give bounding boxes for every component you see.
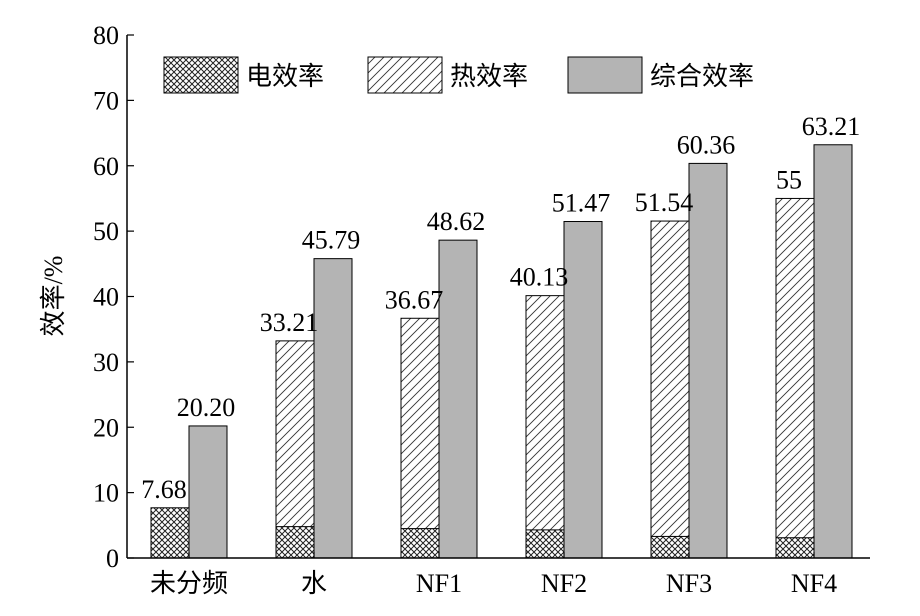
y-tick-label: 50 — [93, 217, 119, 246]
bar-electric-efficiency — [775, 537, 815, 559]
bar-heat-efficiency — [275, 340, 315, 559]
plot-area: 7.68 20.20 未分频 33.21 45.79 水 36.67 48.62 NF1 40.1… — [93, 21, 870, 598]
y-tick-label: 30 — [93, 348, 119, 377]
bar-electric-efficiency — [525, 529, 565, 559]
x-tick-label: NF4 — [791, 569, 837, 598]
data-label-right: 60.36 — [677, 130, 736, 159]
bar-electric-efficiency — [275, 526, 315, 559]
data-label-left: 55 — [776, 165, 802, 194]
bar-electric-efficiency — [150, 507, 190, 559]
y-tick-label: 20 — [93, 413, 119, 442]
bar-heat-efficiency — [400, 317, 440, 559]
data-label-right: 48.62 — [427, 207, 486, 236]
y-tick-label: 70 — [93, 86, 119, 115]
legend-label: 电效率 — [246, 62, 324, 91]
y-axis-label: 效率/% — [39, 256, 68, 337]
bar-heat-efficiency — [525, 295, 565, 559]
bar-total-efficiency — [188, 425, 228, 559]
bar-total-efficiency — [688, 162, 728, 559]
x-tick-label: 水 — [301, 569, 327, 598]
bar-heat-efficiency — [775, 197, 815, 559]
bar-total-efficiency — [313, 258, 353, 559]
data-label-left: 36.67 — [385, 285, 444, 314]
legend-label: 综合效率 — [650, 62, 754, 91]
x-tick-label: NF3 — [666, 569, 712, 598]
y-tick-label: 80 — [93, 21, 119, 50]
legend-label: 热效率 — [450, 62, 528, 91]
bar-electric-efficiency — [400, 528, 440, 559]
y-tick-label: 10 — [93, 479, 119, 508]
bar-total-efficiency — [563, 221, 603, 559]
y-tick-label: 0 — [106, 544, 119, 573]
legend: 电效率 热效率 综合效率 — [163, 56, 754, 94]
data-label-right: 20.20 — [177, 393, 236, 422]
bar-total-efficiency — [438, 239, 478, 559]
x-tick-label: 未分频 — [150, 569, 228, 598]
data-label-right: 63.21 — [802, 112, 861, 141]
data-label-right: 51.47 — [552, 189, 611, 218]
bar-electric-efficiency — [650, 535, 690, 559]
x-tick-label: NF1 — [416, 569, 462, 598]
legend-swatch — [367, 56, 443, 94]
data-label-left: 51.54 — [635, 188, 694, 217]
x-tick-label: NF2 — [541, 569, 587, 598]
legend-swatch — [567, 56, 643, 94]
data-label-right: 45.79 — [302, 226, 361, 255]
y-tick-label: 60 — [93, 152, 119, 181]
legend-swatch — [163, 56, 239, 94]
data-label-left: 40.13 — [510, 263, 569, 292]
y-tick-label: 40 — [93, 283, 119, 312]
data-label-left: 7.68 — [141, 475, 187, 504]
bar-total-efficiency — [813, 144, 853, 559]
data-label-left: 33.21 — [260, 308, 319, 337]
bar-heat-efficiency — [650, 220, 690, 559]
